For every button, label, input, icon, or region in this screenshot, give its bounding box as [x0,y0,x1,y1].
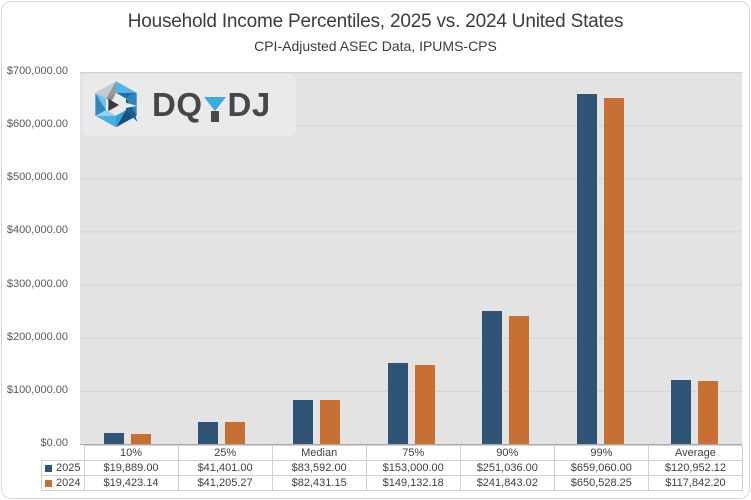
bar-groups [80,72,742,444]
y-axis-label: $100,000.00 [6,383,68,396]
bar-2024-90% [509,315,530,444]
legend-label-2025: 2025 [56,462,81,474]
dqydj-hexagon-icon [95,81,138,128]
dqydj-wordmark: DQ DJ [152,86,271,124]
bar-2024-25% [225,422,246,444]
value-2025-Median: $83,592.00 [271,460,367,476]
legend-2024: 2024 [41,475,85,491]
value-2024-10%: $19,423.14 [83,475,179,491]
value-2024-25%: $41,205.27 [177,475,273,491]
bar-group-Average [647,72,742,444]
y-axis-label: $0.00 [40,437,68,449]
plot-area: DQ DJ [80,72,742,445]
bar-group-99% [553,72,648,444]
bar-2025-90% [482,310,503,444]
wordmark-dj: DJ [227,86,271,123]
value-2025-10%: $19,889.00 [83,460,179,476]
legend-swatch-2025 [45,464,52,472]
bar-group-Median [269,72,364,444]
bar-2025-75% [387,362,408,444]
bar-group-25% [175,72,270,444]
value-2024-99%: $650,528.25 [553,475,649,491]
legend-2025: 2025 [41,460,85,476]
y-axis-label: $200,000.00 [6,330,68,343]
logo-y-triangle-icon [204,97,226,111]
y-axis-label: $700,000.00 [6,65,68,77]
logo-y-glyph [204,97,227,122]
bar-2025-99% [576,93,597,444]
data-table: 10% 25% Median 75% 90% 99% Average 2025 $19,889.… [41,445,744,491]
y-axis-label: $500,000.00 [6,171,68,184]
table-row-2025: 2025 $19,889.00 $41,401.00 $83,592.00 $153,0… [41,460,744,476]
value-2025-99%: $659,060.00 [553,460,649,476]
category-header-10%: 10% [83,445,179,461]
bar-2024-Median [319,400,340,444]
value-2024-75%: $149,132.18 [365,475,461,491]
bar-2024-75% [414,364,435,444]
y-axis: $700,000.00 $600,000.00 $500,000.00 $400,00… [2,65,68,449]
legend-label-2024: 2024 [56,477,81,489]
y-axis-label: $300,000.00 [6,277,68,290]
value-2025-25%: $41,401.00 [177,460,273,476]
dqydj-logo: DQ DJ [82,74,296,136]
y-axis-label: $400,000.00 [6,224,68,237]
bar-2024-99% [603,98,624,444]
table-header-row: 10% 25% Median 75% 90% 99% Average [42,445,744,461]
logo-y-stem [211,111,219,122]
category-header-75%: 75% [365,445,461,461]
table-corner-blank [42,446,85,461]
bar-2024-Average [698,381,719,444]
bar-group-90% [458,72,553,444]
data-table-body: 10% 25% Median 75% 90% 99% Average 2025 $19,889.… [41,445,744,491]
bar-group-10% [80,72,175,444]
bar-2024-10% [130,433,151,444]
value-2024-Median: $82,431.15 [271,475,367,491]
bar-2025-25% [198,422,219,444]
category-header-90%: 90% [459,445,555,461]
y-axis-label: $600,000.00 [6,118,68,131]
value-2024-Average: $117,842.20 [647,475,744,491]
value-2024-90%: $241,843.02 [459,475,555,491]
value-2025-90%: $251,036.00 [459,460,555,476]
value-2025-75%: $153,000.00 [365,460,461,476]
legend-swatch-2024 [45,479,52,487]
category-header-Median: Median [271,445,367,461]
chart-title: Household Income Percentiles, 2025 vs. 2… [127,11,624,32]
table-row-2024: 2024 $19,423.14 $41,205.27 $82,431.15 $149,1… [41,475,744,491]
bar-2025-10% [103,433,124,444]
category-header-25%: 25% [177,445,273,461]
bar-group-75% [364,72,459,444]
wordmark-dq: DQ [152,86,203,123]
bar-2025-Median [292,399,313,444]
value-2025-Average: $120,952.12 [647,460,744,476]
bar-2025-Average [671,379,692,444]
chart-subtitle: CPI-Adjusted ASEC Data, IPUMS-CPS [254,38,497,54]
category-header-99%: 99% [553,445,649,461]
category-header-Average: Average [647,445,744,461]
